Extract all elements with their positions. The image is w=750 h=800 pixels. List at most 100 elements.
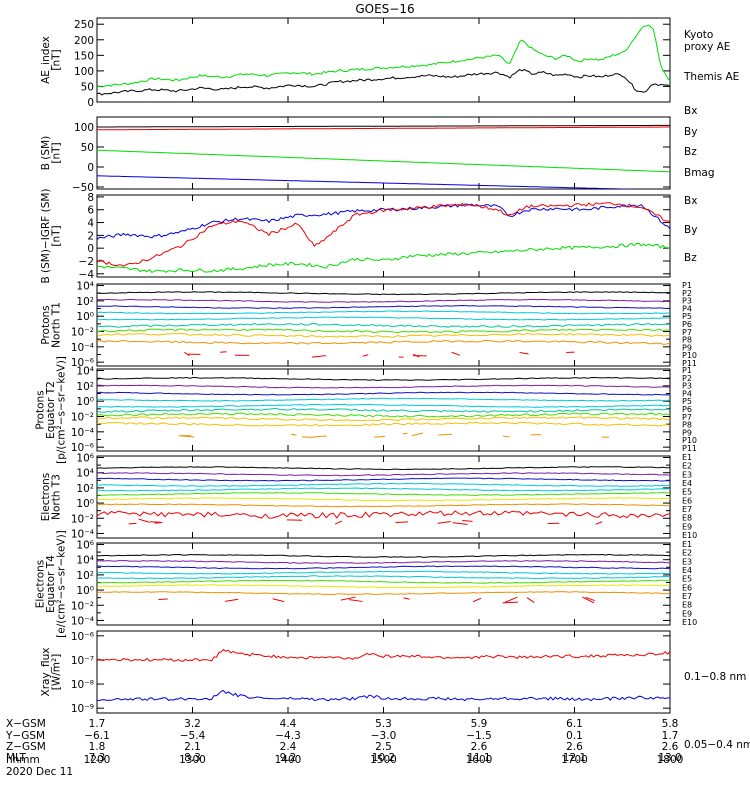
legend-p10: P10 (682, 351, 697, 360)
orbit-cell: 8.3 (184, 752, 201, 764)
orbit-cell: 1.7 (89, 718, 106, 730)
legend-p4: P4 (682, 304, 692, 313)
series-line-p3 (97, 391, 670, 396)
y-tick-label: 10⁻⁶ (71, 442, 94, 454)
legend-p7: P7 (682, 328, 692, 337)
y-tick-label: 10⁻² (71, 327, 94, 339)
orbit-cell: 3.2 (184, 718, 201, 730)
orbit-cell: 2.6 (471, 741, 488, 753)
y-tick-label: −4 (79, 269, 95, 281)
orbit-row-label: Z−GSM (6, 741, 46, 753)
legend-bmag: Bmag (684, 167, 715, 179)
series-line-bz (97, 126, 670, 131)
orbit-cell: 13.0 (658, 752, 681, 764)
y-axis-label: AE_index (40, 36, 52, 84)
series-segment-p10 (311, 355, 326, 358)
y-tick-label: 0 (87, 162, 94, 174)
y-axis-label: [nT] (50, 49, 62, 70)
series-line-e3 (97, 565, 670, 570)
series-line-e3 (97, 477, 670, 482)
legend-p6: P6 (682, 405, 692, 414)
legend-p11: P11 (682, 359, 697, 368)
orbit-cell: −3.0 (371, 730, 397, 742)
y-axis-label: [nT] (50, 225, 62, 246)
orbit-cell: 1300 (179, 754, 206, 766)
legend-p4: P4 (682, 389, 692, 398)
y-tick-label: 10² (76, 381, 94, 393)
legend-p5: P5 (682, 312, 692, 321)
orbit-cell: 5.9 (471, 718, 488, 730)
legend-e4: E4 (682, 566, 692, 575)
y-axis-label: North T3 (50, 474, 62, 520)
y-axis-label: [W/m²] (50, 654, 62, 691)
series-segment-e10 (154, 522, 163, 524)
series-line-p1 (97, 376, 670, 381)
orbit-row-label: MLT (6, 752, 26, 764)
series-segment-e9 (225, 598, 239, 602)
series-group (97, 124, 670, 189)
y-tick-label: 10⁰ (76, 311, 94, 323)
legend-p2: P2 (682, 289, 692, 298)
series-segment-e10 (595, 521, 603, 525)
y-tick-label: 200 (74, 35, 94, 47)
series-segment-e10 (150, 521, 161, 523)
legend-p9: P9 (682, 343, 692, 352)
series-segment-e10 (462, 520, 473, 522)
y-tick-label: 150 (74, 50, 94, 62)
series-line-p6 (97, 407, 670, 413)
date-label: 2020 Dec 11 (6, 766, 73, 778)
orbit-cell: 1200 (84, 754, 111, 766)
y-tick-label: 100 (74, 66, 94, 78)
y-tick-label: 10⁰ (76, 585, 94, 597)
y-tick-label: 10² (76, 296, 94, 308)
series-line-p3 (97, 304, 670, 310)
series-segment-e9 (349, 599, 363, 602)
legend-e1: E1 (682, 453, 692, 462)
y-tick-label: 2 (87, 230, 94, 242)
legend-e6: E6 (682, 583, 692, 592)
orbit-cell: 2.1 (184, 741, 201, 753)
series-segment-e9 (504, 596, 518, 603)
series-line-0-1-0-8-nm (97, 648, 670, 662)
legend-p5: P5 (682, 397, 692, 406)
legend-p6: P6 (682, 320, 692, 329)
orbit-cell: 1.7 (662, 730, 679, 742)
series-line-e2 (97, 559, 670, 564)
series-segment-p10 (502, 435, 510, 438)
y-tick-label: 10⁻² (71, 513, 94, 525)
y-axis-label: North T1 (50, 302, 62, 348)
orbit-row-label: Y−GSM (5, 730, 45, 742)
series-line-p2 (97, 384, 670, 389)
series-line-e1 (97, 553, 670, 558)
series-line-p7 (97, 328, 670, 334)
legend-e10: E10 (682, 531, 697, 540)
orbit-row-label: hhmm (6, 754, 40, 766)
series-line-p6 (97, 322, 670, 328)
series-segment-e10 (138, 518, 150, 523)
legend-e3: E3 (682, 557, 692, 566)
series-line-e6 (97, 579, 670, 584)
y-axis-label: Equator T4 (45, 555, 57, 613)
panel-frame (96, 630, 671, 714)
series-line-bz (97, 202, 670, 267)
legend-p1: P1 (682, 281, 692, 290)
y-axis-label: Electrons (35, 560, 47, 609)
legend-e5: E5 (682, 575, 692, 584)
y-tick-label: 10⁻⁴ (71, 342, 94, 354)
orbit-cell: 1500 (370, 754, 397, 766)
y-axis-label: B (SM) (40, 136, 52, 170)
y-tick-label: 0 (87, 243, 94, 255)
figure-title: GOES−16 (355, 2, 414, 16)
y-tick-label: 8 (87, 192, 94, 204)
legend-e9: E9 (682, 522, 692, 531)
series-segment-p10 (311, 435, 327, 438)
y-tick-label: 10⁴ (76, 468, 94, 480)
y-axis-label: Equator T2 (45, 381, 57, 439)
series-segment-e10 (395, 521, 408, 523)
panel-xray: 10⁻⁹ 10⁻⁸ 10⁻⁷ 10⁻⁶ Xray_flux[W/m²] 0.1−0.8 n… (40, 630, 750, 751)
legend-e7: E7 (682, 592, 692, 601)
series-line-e4 (97, 482, 670, 487)
